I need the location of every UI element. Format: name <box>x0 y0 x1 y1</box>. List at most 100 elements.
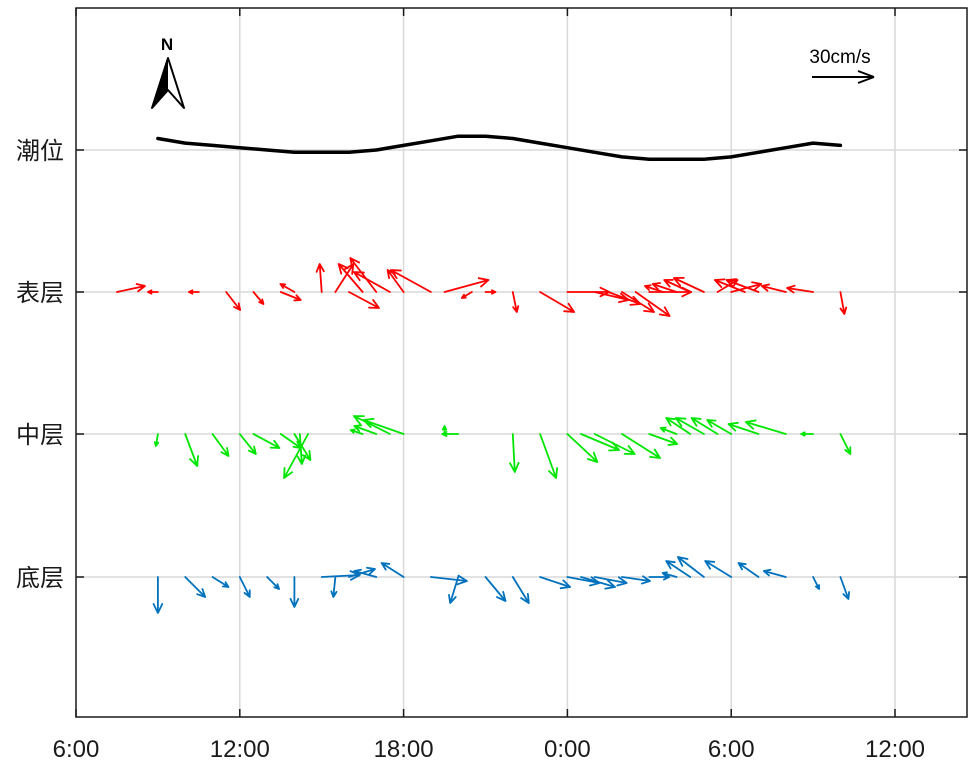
bottom-current-vector <box>430 574 468 586</box>
bottom-current-vector <box>580 576 616 590</box>
bottom-current-vector <box>266 576 280 590</box>
bottom-current-vector <box>289 576 300 608</box>
middle-current-vector <box>744 419 787 435</box>
middle-current-vector <box>621 433 661 459</box>
bottom-current-vector <box>704 560 733 578</box>
bottom-current-vector <box>184 576 207 598</box>
surface-current-vector <box>279 291 302 302</box>
middle-current-vector <box>353 424 378 435</box>
middle-current-vector <box>362 417 405 435</box>
middle-current-vector <box>675 417 705 435</box>
bottom-current-vector <box>353 568 378 578</box>
bottom-current-vector <box>677 556 705 578</box>
bottom-current-vector <box>621 575 651 585</box>
current-vector-series <box>116 257 852 614</box>
middle-current-vector <box>283 433 309 479</box>
middle-current-vector <box>184 433 199 467</box>
surface-current-series <box>116 257 848 317</box>
surface-current-vector <box>651 282 678 293</box>
bottom-current-series <box>152 556 851 614</box>
scale-legend: 30cm/s <box>809 47 875 84</box>
bottom-current-vector <box>484 576 507 602</box>
middle-current-vector <box>211 433 230 457</box>
middle-current-vector <box>800 431 814 437</box>
middle-current-series <box>153 415 852 479</box>
surface-current-vector <box>315 263 325 293</box>
surface-current-vector <box>349 257 378 293</box>
plot-frame <box>75 7 968 718</box>
middle-current-vector <box>252 433 281 449</box>
middle-current-vector <box>648 433 679 446</box>
surface-current-vector <box>484 289 497 295</box>
x-tick-label: 18:00 <box>374 736 434 763</box>
scale-label: 30cm/s <box>809 47 870 68</box>
y-tick-label: 底层 <box>16 564 64 592</box>
bottom-current-vector <box>380 562 405 578</box>
middle-current-vector <box>706 419 733 435</box>
surface-current-vector <box>187 289 200 295</box>
middle-current-vector <box>727 421 760 435</box>
x-tick-label: 6:00 <box>708 736 755 763</box>
bottom-current-vector <box>330 576 338 598</box>
bottom-current-vector <box>737 562 760 578</box>
surface-current-vector <box>460 291 473 299</box>
middle-current-vector <box>441 431 460 437</box>
north-arrow-label: N <box>161 35 173 54</box>
middle-current-vector <box>153 433 160 447</box>
surface-current-vector <box>279 283 296 293</box>
bottom-current-vector <box>511 576 530 604</box>
y-tick-label: 中层 <box>16 421 64 449</box>
bottom-current-vector <box>665 560 692 578</box>
surface-current-vector <box>443 277 490 293</box>
y-tick-label: 潮位 <box>16 137 64 165</box>
tide-level-series <box>156 134 843 161</box>
surface-current-vector <box>725 278 760 293</box>
middle-current-vector <box>593 433 636 455</box>
surface-current-vector <box>786 284 814 294</box>
bottom-current-vector <box>839 576 851 600</box>
middle-current-vector <box>566 433 599 463</box>
surface-current-vector <box>337 263 364 293</box>
surface-current-vector <box>511 291 520 313</box>
x-tick-label: 6:00 <box>53 736 100 763</box>
surface-current-vector <box>760 283 787 293</box>
middle-current-vector <box>665 417 692 435</box>
middle-current-vector <box>580 433 620 452</box>
surface-current-vector <box>353 271 391 293</box>
bottom-current-vector <box>152 576 164 614</box>
north-arrow-left-half-icon <box>152 58 168 108</box>
middle-current-vector <box>353 415 391 435</box>
surface-current-vector <box>663 278 692 293</box>
grid <box>76 8 967 717</box>
bottom-current-vector <box>211 576 230 588</box>
tick-marks <box>75 8 967 717</box>
surface-current-vector <box>673 276 705 293</box>
middle-current-vector <box>539 433 558 479</box>
north-arrow: N <box>151 35 185 109</box>
surface-current-vector <box>348 291 380 309</box>
y-tick-label: 表层 <box>16 279 64 307</box>
surface-current-vector <box>116 283 146 293</box>
bottom-current-vector <box>539 576 571 590</box>
bottom-current-vector <box>812 576 820 590</box>
middle-current-vector <box>839 433 852 455</box>
scale-arrow-head-icon <box>857 70 875 84</box>
bottom-current-vector <box>238 576 251 598</box>
middle-current-vector <box>238 433 257 455</box>
x-tick-label: 0:00 <box>544 736 591 763</box>
surface-current-vector <box>147 289 159 295</box>
middle-current-vector <box>659 426 678 435</box>
surface-current-vector <box>621 291 655 313</box>
bottom-current-vector <box>593 576 628 587</box>
surface-current-vector <box>839 291 848 315</box>
surface-current-vector <box>225 291 242 311</box>
tide-level-line <box>156 134 843 161</box>
surface-current-vector <box>390 269 432 293</box>
bottom-current-vector <box>762 568 787 578</box>
surface-current-vector <box>252 291 265 305</box>
surface-current-vector <box>644 284 664 293</box>
x-tick-label: 12:00 <box>865 736 925 763</box>
bottom-current-vector <box>661 571 678 578</box>
